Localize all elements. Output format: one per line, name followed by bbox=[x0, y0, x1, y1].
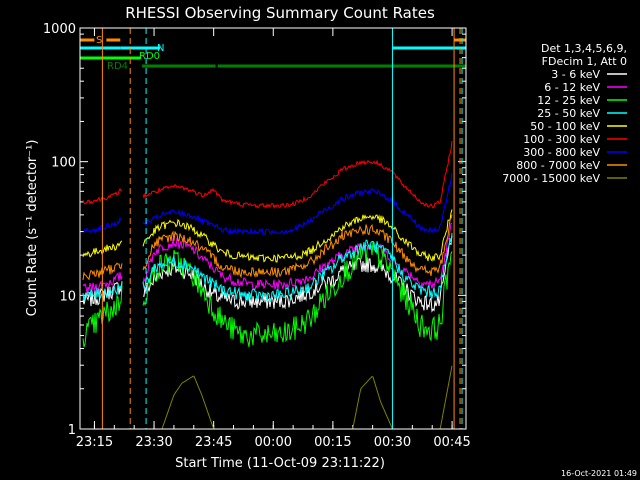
legend-label: 300 - 800 keV bbox=[523, 146, 600, 159]
legend-label: 3 - 6 keV bbox=[551, 68, 600, 81]
flag-label: S bbox=[96, 35, 102, 46]
y-tick-label: 100 bbox=[51, 156, 76, 171]
legend-header: FDecim 1, Att 0 bbox=[542, 55, 627, 68]
x-tick-label: 00:15 bbox=[314, 435, 351, 450]
x-tick-label: 00:30 bbox=[374, 435, 411, 450]
series-line bbox=[83, 365, 453, 429]
legend-label: 50 - 100 keV bbox=[530, 120, 600, 133]
legend: Det 1,3,4,5,6,9,FDecim 1, Att 03 - 6 keV… bbox=[502, 42, 627, 185]
legend-label: 25 - 50 keV bbox=[537, 107, 600, 120]
chart-title: RHESSI Observing Summary Count Rates bbox=[125, 4, 435, 22]
series-line bbox=[82, 232, 453, 302]
y-tick-label: 1 bbox=[68, 423, 76, 438]
series-line bbox=[82, 209, 453, 263]
y-axis-label: Count Rate (s⁻¹ detector⁻¹) bbox=[25, 140, 40, 317]
flag-label: N bbox=[157, 43, 164, 54]
series-line bbox=[82, 214, 453, 281]
y-tick-label: 1000 bbox=[43, 22, 76, 37]
x-tick-label: 00:45 bbox=[433, 435, 470, 450]
plot-frame bbox=[79, 27, 467, 430]
legend-label: 6 - 12 keV bbox=[544, 81, 600, 94]
timestamp-label: 16-Oct-2021 01:49 bbox=[561, 469, 637, 478]
y-tick-label: 10 bbox=[59, 289, 76, 304]
legend-label: 800 - 7000 keV bbox=[516, 159, 600, 172]
x-tick-label: 23:45 bbox=[195, 435, 232, 450]
flag-label: RD4 bbox=[107, 61, 128, 72]
legend-label: 100 - 300 keV bbox=[523, 133, 600, 146]
vlines-group bbox=[101, 28, 463, 429]
series-line bbox=[82, 173, 453, 236]
series-group bbox=[82, 140, 453, 429]
legend-label: 12 - 25 keV bbox=[537, 94, 600, 107]
x-tick-label: 23:30 bbox=[135, 435, 172, 450]
x-tick-label: 00:00 bbox=[255, 435, 292, 450]
flag-label: RD0 bbox=[139, 51, 160, 62]
legend-header: Det 1,3,4,5,6,9, bbox=[541, 42, 627, 55]
series-line bbox=[82, 140, 453, 210]
axes-group: 23:15 23:30 23:45 00:00 00:15 00:30 00:45 1 10 10… bbox=[43, 22, 471, 450]
x-tick-label: 23:15 bbox=[76, 435, 113, 450]
legend-label: 7000 - 15000 keV bbox=[502, 172, 600, 185]
x-axis-label: Start Time (11-Oct-09 23:11:22) bbox=[175, 456, 385, 471]
